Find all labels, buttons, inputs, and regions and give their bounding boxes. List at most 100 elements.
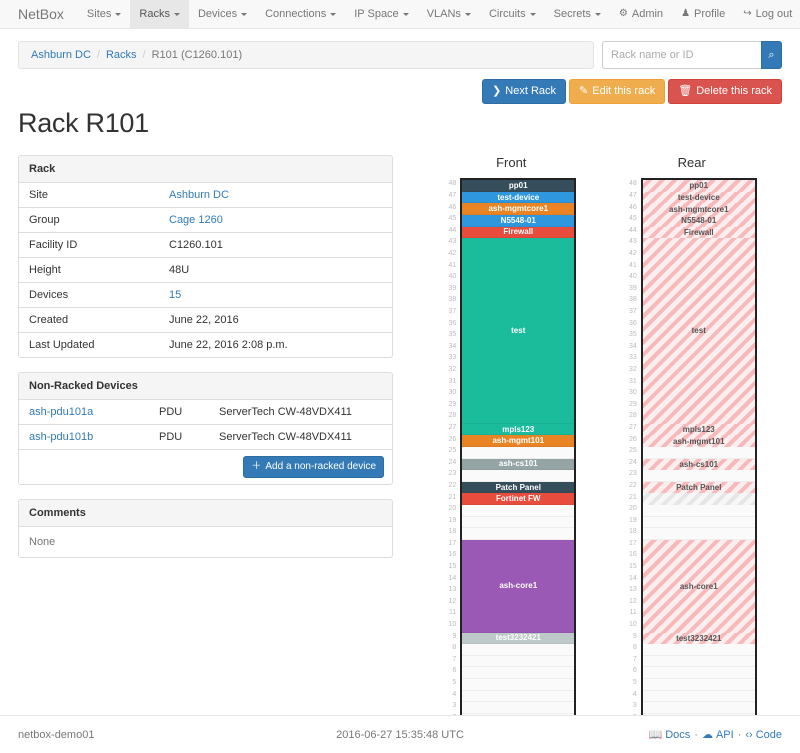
rack-unit-slot[interactable] — [462, 504, 575, 517]
rack-unit-slot[interactable] — [462, 678, 575, 691]
rack-attribute-link[interactable]: Cage 1260 — [169, 214, 223, 227]
nav-link-label: Admin — [631, 8, 664, 20]
nav-item-sites[interactable]: Sites — [78, 0, 130, 28]
rack-device-unit[interactable]: N5548-01 — [642, 214, 755, 227]
rack-panel-heading: Rack — [19, 156, 392, 184]
rack-device-unit[interactable]: test3232421 — [462, 632, 575, 645]
rack-unit-label: 15 — [628, 563, 637, 571]
rack-unit-label: 24 — [628, 458, 637, 466]
rack-device-unit[interactable]: ash-cs101 — [462, 458, 575, 471]
footer-link-code[interactable]: ‹› Code — [745, 729, 782, 741]
footer-link-label: API — [715, 728, 734, 741]
nav-log-out[interactable]: ↪ Log out — [734, 0, 800, 28]
rack-unit-slot[interactable] — [642, 690, 755, 703]
rack-attribute-key: Facility ID — [29, 239, 78, 252]
footer-links: 📖 Docs · ☁ API · ‹› Code — [649, 728, 782, 742]
nav-profile[interactable]: ♟ Profile — [672, 0, 734, 28]
rack-device-unit[interactable]: Firewall — [462, 226, 575, 239]
add-non-racked-device-button[interactable]: ＋ Add a non-racked device — [243, 456, 384, 479]
footer-link-api[interactable]: ☁ API — [702, 728, 734, 742]
brand-logo[interactable]: NetBox — [18, 6, 64, 22]
nav-item-racks[interactable]: Racks — [130, 0, 189, 28]
breadcrumb-site-link[interactable]: Ashburn DC — [31, 49, 91, 61]
rack-device-unit[interactable]: ash-mgmtcore1 — [642, 203, 755, 215]
rack-device-unit[interactable]: ash-core1 — [642, 539, 755, 633]
rack-attribute-link[interactable]: 15 — [169, 289, 182, 302]
rack-unit-slot[interactable] — [462, 644, 575, 656]
rack-unit-slot[interactable] — [642, 702, 755, 714]
rack-unit-slot[interactable] — [462, 516, 575, 529]
rack-unit-label: 40 — [628, 273, 637, 281]
rack-device-unit[interactable]: test-device — [462, 191, 575, 204]
rack-unit-slot[interactable] — [462, 655, 575, 668]
rack-unit-slot[interactable] — [642, 667, 755, 679]
rack-unit-label: 19 — [448, 516, 457, 524]
code-icon: ‹› — [745, 728, 753, 741]
rack-device-unit[interactable]: ash-mgmtcore1 — [462, 203, 575, 215]
rack-device-unit[interactable]: Firewall — [642, 226, 755, 239]
rack-device-unit[interactable]: pp01 — [462, 180, 575, 192]
rack-unit-label: 11 — [448, 609, 457, 617]
search-input[interactable] — [602, 41, 761, 69]
page-title: Rack R101 — [18, 108, 149, 139]
rack-unit-label: 9 — [632, 632, 637, 640]
rack-device-unit[interactable]: ash-core1 — [462, 539, 575, 633]
rack-device-unit[interactable]: Patch Panel — [462, 481, 575, 494]
rack-device-unit[interactable]: mpls123 — [462, 423, 575, 436]
rack-unit-slot[interactable] — [642, 644, 755, 656]
rack-device-unit[interactable]: Patch Panel — [642, 481, 755, 494]
rack-device-unit[interactable]: N5548-01 — [462, 214, 575, 227]
rack-unit-slot[interactable] — [642, 528, 755, 540]
next-rack-button[interactable]: ❯ Next Rack — [482, 79, 567, 105]
rack-unit-slot[interactable] — [462, 470, 575, 482]
rack-device-label: ash-cs101 — [679, 459, 719, 469]
rack-device-unit[interactable]: test — [462, 238, 575, 424]
breadcrumb-racks-link[interactable]: Racks — [105, 49, 137, 61]
delete-this-rack-button[interactable]: 🗑 Delete this rack — [668, 79, 782, 105]
nav-item-secrets[interactable]: Secrets — [545, 0, 610, 28]
rack-unit-slot[interactable] — [642, 678, 755, 691]
search-button[interactable]: ⌕ — [761, 41, 782, 69]
rack-device-unit[interactable]: test-device — [642, 191, 755, 204]
rack-attribute-link[interactable]: Ashburn DC — [169, 189, 229, 202]
rack-device-unit[interactable]: mpls123 — [642, 423, 755, 436]
rack-device-unit[interactable]: ash-mgmt101 — [462, 435, 575, 447]
device-link[interactable]: ash-pdu101b — [29, 431, 94, 444]
rack-unit-label: 42 — [628, 250, 637, 258]
rack-unit-slot[interactable] — [462, 702, 575, 714]
rack-device-unit[interactable]: ash-cs101 — [642, 458, 755, 471]
device-model-cell: ServerTech CW-48VDX411 — [219, 406, 352, 419]
rack-device-unit[interactable]: ash-mgmt101 — [642, 435, 755, 447]
rack-attribute-row: Devices 15 — [19, 283, 392, 308]
device-link[interactable]: ash-pdu101a — [29, 406, 94, 419]
nav-item-vlans[interactable]: VLANs — [418, 0, 480, 28]
main-columns: Rack Site Ashburn DC Group Cage 1260 Facilit… — [18, 155, 782, 737]
rack-attribute-key: Created — [29, 314, 69, 327]
rack-unit-slot[interactable] — [642, 516, 755, 529]
rack-unit-slot[interactable] — [462, 446, 575, 459]
rack-device-unit[interactable]: test3232421 — [642, 632, 755, 645]
rack-unit-slot[interactable] — [642, 470, 755, 482]
rack-unit-label: 41 — [628, 261, 637, 269]
nav-item-devices[interactable]: Devices — [189, 0, 256, 28]
rack-unit-slot[interactable] — [462, 528, 575, 540]
rack-device-unit[interactable] — [642, 493, 755, 505]
rack-unit-slot[interactable] — [642, 446, 755, 459]
footer-link-docs[interactable]: 📖 Docs — [649, 728, 691, 742]
rack-unit-slot[interactable] — [462, 667, 575, 679]
rack-device-unit[interactable]: Fortinet FW — [462, 493, 575, 505]
edit-this-rack-button[interactable]: ✎ Edit this rack — [569, 79, 666, 105]
rack-unit-slot[interactable] — [642, 504, 755, 517]
rack-unit-slot[interactable] — [642, 655, 755, 668]
rack-unit-label: 45 — [448, 215, 457, 223]
rack-device-unit[interactable]: pp01 — [642, 180, 755, 192]
rack-device-unit[interactable]: test — [642, 238, 755, 424]
rack-device-label: test-device — [677, 193, 720, 203]
nav-item-connections[interactable]: Connections — [256, 0, 345, 28]
nav-item-ip-space[interactable]: IP Space — [345, 0, 417, 28]
nav-admin[interactable]: ⚙ Admin — [610, 0, 672, 28]
device-model-cell: ServerTech CW-48VDX411 — [219, 431, 352, 444]
rack-unit-label: 20 — [628, 505, 637, 513]
rack-unit-slot[interactable] — [462, 690, 575, 703]
nav-item-circuits[interactable]: Circuits — [480, 0, 545, 28]
